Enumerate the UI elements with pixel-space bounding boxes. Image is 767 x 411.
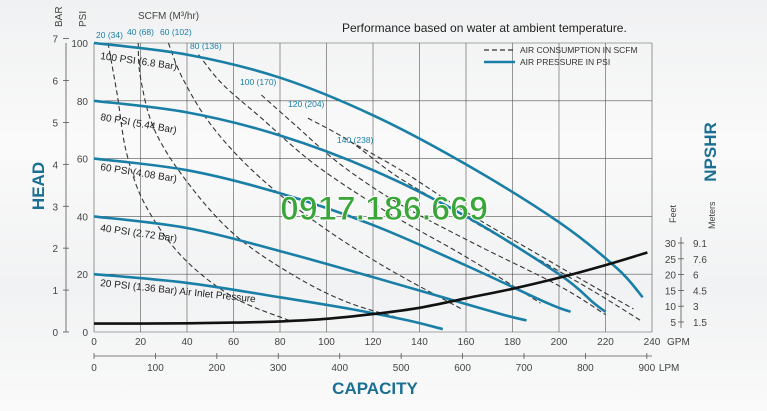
air-pressure-curve	[93, 272, 444, 331]
npshr-meters-label: Meters	[707, 201, 717, 229]
npshr-tick-label-feet: 15	[665, 286, 677, 297]
y-unit-bar: BAR	[54, 6, 65, 27]
x-tick-label-lpm: 400	[331, 363, 348, 374]
pressure-curve-label: 80 PSI (5.44 Bar)	[99, 112, 177, 136]
y-tick-label-psi: 80	[77, 97, 89, 108]
x-tick-label-lpm: 600	[454, 363, 471, 374]
air-pressure-curves	[93, 41, 644, 331]
x-tick-label-lpm: 200	[209, 363, 226, 374]
x-tick-label-gpm: 240	[644, 337, 661, 348]
x-tick-label-lpm: 700	[516, 363, 533, 374]
npshr-tick-label-meters: 7.6	[693, 255, 707, 266]
x-tick-label-gpm: 180	[504, 337, 521, 348]
y-tick-label-psi: 0	[82, 328, 88, 339]
x-tick-label-gpm: 200	[551, 337, 568, 348]
x-tick-label-gpm: 120	[365, 337, 382, 348]
y-tick-label-bar: 3	[52, 202, 58, 213]
y-tick-label-bar: 0	[52, 328, 58, 339]
npshr-tick-label-feet: 30	[665, 239, 677, 250]
air-consumption-curve	[349, 140, 634, 310]
npshr-tick-label-meters: 6	[693, 271, 699, 282]
x-unit-lpm: LPM	[659, 363, 680, 374]
x-unit-gpm: GPM	[667, 337, 690, 348]
x-tick-label-lpm: 500	[393, 363, 410, 374]
npshr-tick-label-meters: 3	[693, 302, 699, 313]
y-tick-label-bar: 7	[52, 35, 58, 46]
npshr-tick-label-meters: 1.5	[693, 318, 707, 329]
axes	[63, 38, 684, 359]
x-tick-label-gpm: 60	[228, 337, 240, 348]
x-tick-label-lpm: 900	[638, 363, 655, 374]
air-curve-label: 20 (34)	[96, 30, 123, 40]
y-tick-label-psi: 60	[77, 155, 89, 166]
x-tick-label-gpm: 80	[274, 337, 286, 348]
npshr-tick-label-meters: 9.1	[693, 239, 707, 250]
air-consumption-curve	[198, 54, 541, 304]
air-pressure-curve	[93, 215, 527, 322]
y-unit-psi: PSI	[78, 11, 89, 27]
npshr-tick-label-feet: 25	[665, 255, 677, 266]
air-curve-label: 40 (68)	[127, 27, 154, 37]
x-axis-title: CAPACITY	[332, 379, 418, 398]
y-tick-label-bar: 1	[52, 286, 58, 297]
x-tick-label-gpm: 0	[91, 337, 97, 348]
air-consumption-curve	[107, 42, 290, 321]
x-tick-label-gpm: 40	[181, 337, 193, 348]
npshr-curve	[93, 251, 648, 325]
watermark-phone: 0917.186.669	[280, 190, 488, 228]
y-tick-label-bar: 2	[52, 244, 58, 255]
air-consumption-curve	[261, 94, 606, 316]
npshr-feet-label: Feet	[668, 204, 678, 223]
legend-air-label: AIR CONSUMPTION IN SCFM	[520, 45, 638, 55]
npshr-tick-label-meters: 4.5	[693, 286, 707, 297]
legend-pressure-label: AIR PRESSURE IN PSI	[520, 57, 610, 67]
npshr-tick-label-feet: 5	[670, 318, 676, 329]
air-pressure-curve	[93, 41, 644, 299]
x-tick-label-gpm: 220	[597, 337, 614, 348]
y-axis-title: HEAD	[29, 162, 48, 210]
air-curve-label: 120 (204)	[288, 99, 325, 109]
x-tick-label-gpm: 160	[458, 337, 475, 348]
y-tick-label-psi: 40	[77, 212, 89, 223]
y-tick-label-bar: 6	[52, 77, 58, 88]
air-consumption-curves	[107, 42, 641, 324]
air-curve-label: 60 (102)	[160, 27, 192, 37]
x-tick-label-lpm: 0	[91, 363, 97, 374]
npshr-tick-label-feet: 10	[665, 302, 677, 313]
x-tick-label-lpm: 300	[270, 363, 287, 374]
x-tick-label-lpm: 100	[147, 363, 164, 374]
air-curve-label: 100 (170)	[240, 77, 277, 87]
scfm-header: SCFM (M³/hr)	[138, 11, 199, 22]
npshr-axis-title: NPSHR	[701, 122, 720, 182]
air-pressure-curve	[93, 99, 607, 313]
x-tick-label-gpm: 20	[135, 337, 147, 348]
x-tick-label-gpm: 140	[411, 337, 428, 348]
npshr-tick-label-feet: 20	[665, 271, 677, 282]
performance-note: Performance based on water at ambient te…	[342, 21, 627, 35]
y-tick-label-bar: 5	[52, 118, 58, 129]
air-curve-label: 140 (238)	[337, 135, 374, 145]
air-consumption-curve	[137, 42, 420, 324]
npshr-curve-group	[93, 251, 648, 325]
x-tick-label-gpm: 100	[318, 337, 335, 348]
legend: AIR CONSUMPTION IN SCFM AIR PRESSURE IN P…	[484, 45, 638, 67]
air-pressure-curve	[93, 157, 572, 314]
x-tick-label-lpm: 800	[577, 363, 594, 374]
air-curve-label: 80 (136)	[190, 41, 222, 51]
y-tick-label-psi: 100	[71, 39, 88, 50]
y-tick-label-bar: 4	[52, 160, 58, 171]
pressure-curve-label: 40 PSI (2.72 Bar)	[100, 223, 178, 245]
y-tick-label-psi: 20	[77, 270, 89, 281]
